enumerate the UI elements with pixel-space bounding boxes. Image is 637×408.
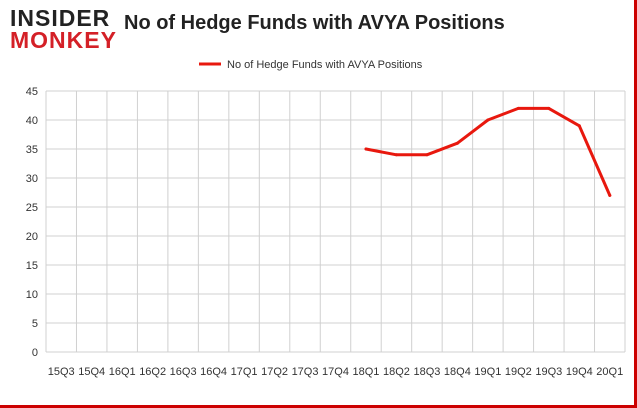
frame-border-right [634, 0, 637, 408]
frame-border-bottom [0, 405, 637, 408]
y-tick-label: 30 [26, 173, 38, 185]
y-tick-label: 45 [26, 86, 38, 98]
legend-label: No of Hedge Funds with AVYA Positions [227, 59, 423, 71]
x-tick-label: 16Q2 [139, 366, 166, 378]
y-axis-ticks: 0 5 10 15 20 25 30 35 40 45 [26, 86, 38, 359]
data-point [425, 153, 429, 157]
gridlines [45, 90, 626, 353]
x-tick-label: 18Q2 [383, 366, 410, 378]
data-point [516, 106, 520, 110]
x-tick-label: 18Q4 [444, 366, 471, 378]
x-tick-label: 18Q1 [353, 366, 380, 378]
x-tick-label: 17Q2 [261, 366, 288, 378]
logo-text-monkey: MONKEY [10, 27, 117, 53]
x-tick-label: 17Q4 [322, 366, 349, 378]
series-lines [364, 106, 612, 197]
x-axis-ticks: 15Q3 15Q4 16Q1 16Q2 16Q3 16Q4 17Q1 17Q2 17Q3 17Q4… [48, 366, 623, 378]
data-point [608, 193, 612, 197]
y-tick-label: 5 [32, 318, 38, 330]
x-tick-label: 15Q3 [48, 366, 75, 378]
y-tick-label: 10 [26, 289, 38, 301]
y-tick-label: 0 [32, 347, 38, 359]
x-tick-label: 16Q3 [170, 366, 197, 378]
y-tick-label: 15 [26, 260, 38, 272]
chart-title: No of Hedge Funds with AVYA Positions [124, 12, 505, 34]
logo-text-insider: INSIDER [10, 5, 111, 31]
data-point [577, 124, 581, 128]
data-point [547, 106, 551, 110]
data-point [486, 118, 490, 122]
y-tick-label: 20 [26, 231, 38, 243]
data-point [455, 141, 459, 145]
data-point [394, 153, 398, 157]
data-point [364, 147, 368, 151]
x-tick-label: 20Q1 [596, 366, 623, 378]
insider-monkey-logo: INSIDER MONKEY [10, 6, 116, 52]
x-tick-label: 17Q1 [231, 366, 258, 378]
y-tick-label: 40 [26, 115, 38, 127]
x-tick-label: 19Q3 [535, 366, 562, 378]
x-tick-label: 18Q3 [413, 366, 440, 378]
x-tick-label: 15Q4 [78, 366, 105, 378]
y-tick-label: 35 [26, 144, 38, 156]
legend: No of Hedge Funds with AVYA Positions [199, 59, 423, 71]
y-tick-label: 25 [26, 202, 38, 214]
x-tick-label: 19Q1 [474, 366, 501, 378]
x-tick-label: 19Q2 [505, 366, 532, 378]
x-tick-label: 19Q4 [566, 366, 593, 378]
x-tick-label: 16Q4 [200, 366, 227, 378]
x-tick-label: 16Q1 [109, 366, 136, 378]
x-tick-label: 17Q3 [292, 366, 319, 378]
